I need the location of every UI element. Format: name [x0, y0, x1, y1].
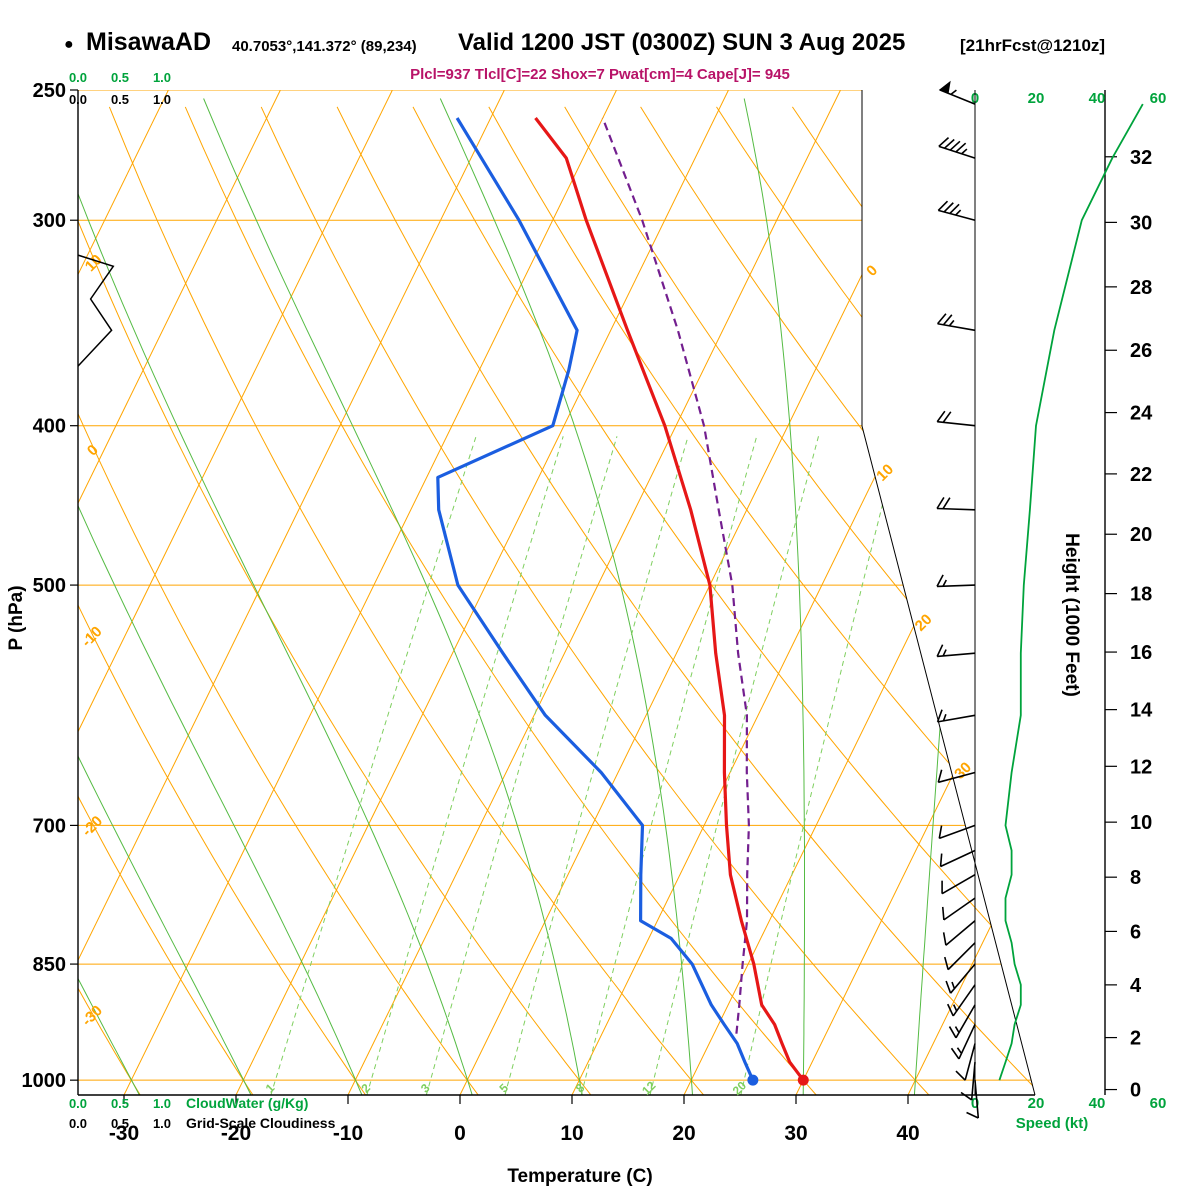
svg-text:4: 4 — [1130, 975, 1142, 997]
cloudiness-curve — [77, 254, 115, 367]
plot-border — [77, 90, 1036, 1096]
svg-text:1.0: 1.0 — [153, 1116, 171, 1131]
svg-text:-30: -30 — [109, 1122, 139, 1145]
svg-text:3: 3 — [418, 1081, 433, 1096]
svg-text:1.0: 1.0 — [153, 70, 171, 85]
svg-text:850: 850 — [33, 954, 66, 976]
svg-text:40: 40 — [896, 1122, 919, 1145]
svg-text:8: 8 — [1130, 867, 1141, 889]
svg-text:0: 0 — [454, 1122, 466, 1145]
svg-text:18: 18 — [1130, 584, 1152, 606]
forecast-tag: [21hrFcst@1210z] — [960, 36, 1106, 55]
svg-text:30: 30 — [1130, 212, 1152, 234]
station-coords: 40.7053°,141.372° (89,234) — [232, 38, 417, 55]
svg-text:0: 0 — [84, 442, 102, 460]
svg-text:0: 0 — [863, 262, 881, 280]
svg-text:0.0: 0.0 — [69, 70, 87, 85]
svg-text:0.0: 0.0 — [69, 1096, 87, 1111]
station-name: MisawaAD — [86, 28, 212, 56]
svg-text:16: 16 — [1130, 642, 1152, 664]
svg-text:-20: -20 — [221, 1122, 251, 1145]
stability-indices: Plcl=937 Tlcl[C]=22 Shox=7 Pwat[cm]=4 Ca… — [410, 66, 790, 83]
svg-text:0.5: 0.5 — [111, 1116, 129, 1131]
pressure-axis-title: P (hPa) — [6, 585, 27, 650]
svg-text:12: 12 — [1130, 756, 1152, 778]
svg-text:10: 10 — [560, 1122, 583, 1145]
cloudwater-axis-title: CloudWater (g/Kg) — [186, 1095, 308, 1111]
svg-text:500: 500 — [33, 575, 66, 597]
svg-text:2: 2 — [1130, 1028, 1141, 1050]
cloud-scales: 0.0 0.0 0.5 0.5 1.0 1.0 0.0 0.0 0.5 0.5 1.0 1.0 Clou… — [69, 70, 336, 1131]
svg-text:1000: 1000 — [22, 1070, 67, 1092]
svg-text:0: 0 — [1130, 1080, 1141, 1102]
svg-text:14: 14 — [1130, 700, 1153, 722]
svg-text:-10: -10 — [333, 1122, 363, 1145]
svg-text:250: 250 — [33, 80, 66, 102]
svg-text:60: 60 — [1150, 1095, 1167, 1112]
skewt-background — [78, 90, 1035, 1095]
svg-text:5: 5 — [497, 1081, 512, 1096]
svg-text:1.0: 1.0 — [153, 1096, 171, 1111]
speed-scale: 0 0 20 20 40 40 60 60 Speed (kt) — [971, 90, 1167, 1132]
svg-text:20: 20 — [1028, 1095, 1045, 1112]
svg-text:30: 30 — [784, 1122, 807, 1145]
temperature-curve — [534, 117, 805, 1082]
speed-axis-title: Speed (kt) — [1016, 1115, 1089, 1132]
svg-text:20: 20 — [1028, 90, 1045, 107]
svg-text:60: 60 — [1150, 90, 1167, 107]
svg-text:10: 10 — [873, 461, 897, 485]
svg-text:24: 24 — [1130, 403, 1153, 425]
svg-text:20: 20 — [672, 1122, 695, 1145]
svg-text:0.0: 0.0 — [69, 92, 87, 107]
svg-text:400: 400 — [33, 416, 66, 438]
svg-text:26: 26 — [1130, 340, 1152, 362]
dewpoint-curve — [436, 117, 755, 1081]
surface-dewpoint-dot — [747, 1074, 759, 1086]
svg-text:1.0: 1.0 — [153, 92, 171, 107]
height-axis-title: Height (1000 Feet) — [1061, 533, 1082, 697]
svg-text:0.5: 0.5 — [111, 92, 129, 107]
svg-text:40: 40 — [1089, 1095, 1106, 1112]
svg-text:10: 10 — [1130, 812, 1152, 834]
svg-text:6: 6 — [1130, 921, 1141, 943]
pressure-gridlines — [78, 90, 1032, 1081]
isotherms — [78, 90, 1035, 1095]
svg-text:700: 700 — [33, 815, 66, 837]
wind-barbs — [936, 80, 980, 1119]
svg-text:20: 20 — [1130, 524, 1152, 546]
valid-time-title: Valid 1200 JST (0300Z) SUN 3 Aug 2025 — [458, 29, 906, 56]
svg-text:30: 30 — [951, 759, 975, 783]
svg-text:-30: -30 — [79, 1002, 106, 1029]
svg-text:300: 300 — [33, 210, 66, 232]
svg-text:-10: -10 — [78, 623, 105, 650]
parcel-curve — [601, 117, 751, 1034]
wind-speed-curve — [998, 103, 1144, 1081]
svg-text:-20: -20 — [79, 813, 106, 840]
svg-text:0: 0 — [971, 1095, 979, 1112]
svg-text:28: 28 — [1130, 277, 1152, 299]
svg-text:1: 1 — [263, 1081, 278, 1096]
temperature-axis-title: Temperature (C) — [507, 1166, 652, 1187]
svg-text:32: 32 — [1130, 147, 1152, 169]
station-bullet: ● — [64, 36, 74, 53]
svg-text:40: 40 — [1089, 90, 1106, 107]
svg-text:0.0: 0.0 — [69, 1116, 87, 1131]
svg-text:0.5: 0.5 — [111, 70, 129, 85]
cloudiness-axis-title: Grid-Scale Cloudiness — [186, 1115, 336, 1131]
svg-text:22: 22 — [1130, 464, 1152, 486]
surface-temp-dot — [797, 1074, 809, 1086]
svg-text:0.5: 0.5 — [111, 1096, 129, 1111]
